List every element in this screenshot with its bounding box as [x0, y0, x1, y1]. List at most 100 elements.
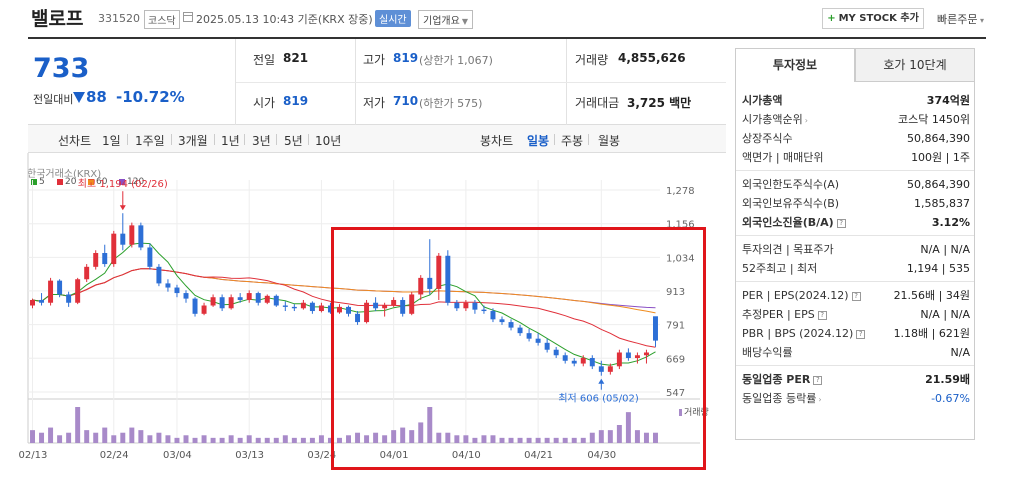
volume-bar — [544, 437, 550, 443]
quote-datetime: 2025.05.13 10:43 기준(KRX 장중) — [196, 13, 373, 26]
candle-body — [129, 225, 135, 245]
y-tick-label: 1,278 — [666, 186, 695, 197]
info-value: N/A | N/A — [920, 243, 970, 256]
volume-bar — [66, 432, 72, 443]
info-row: 52주최고 | 최저 1,194 | 535 — [742, 260, 970, 278]
volume-bar — [463, 435, 469, 443]
candle-body — [517, 327, 523, 334]
volume-bar — [210, 437, 216, 443]
info-value: 코스닥 1450위 — [898, 113, 970, 126]
candle-body — [373, 302, 379, 309]
volume-bar — [102, 427, 108, 443]
info-label-text: 동일업종 PER — [742, 373, 811, 386]
info-label: PBR | BPS (2024.12)? — [742, 325, 866, 343]
candle-body — [300, 302, 306, 309]
divider — [736, 235, 974, 236]
info-value: 21.59배 — [925, 373, 970, 386]
info-row: 외국인소진율(B/A)? 3.12% — [742, 214, 970, 232]
volume-bar — [273, 437, 279, 443]
volume-bar — [607, 430, 613, 443]
realtime-button[interactable]: 실시간 — [375, 10, 411, 27]
info-label: 투자의견 | 목표주가 — [742, 241, 834, 259]
help-icon[interactable]: ? — [817, 310, 827, 320]
candle-body — [111, 233, 117, 265]
candle-body — [562, 355, 568, 361]
volume-bar — [391, 430, 397, 443]
volume-bar — [237, 437, 243, 443]
volume-legend-swatch — [679, 409, 682, 416]
stock-header: 밸로프 331520 코스닥 2025.05.13 10:43 기준(KRX 장… — [0, 0, 1009, 39]
candle-body — [625, 352, 631, 359]
info-row: 동일업종 PER? 21.59배 — [742, 371, 970, 389]
info-label-text: 시가총액 — [742, 94, 783, 107]
divider — [214, 134, 215, 145]
prev-day-label: 전일대비 — [33, 93, 74, 106]
period-3y[interactable]: 3년 — [252, 134, 271, 148]
candle-body — [454, 302, 460, 309]
info-label: 액면가 | 매매단위 — [742, 149, 824, 167]
candle-daily[interactable]: 일봉 — [527, 134, 550, 148]
info-value: 50,864,390 — [907, 132, 970, 145]
volume-label: 거래량 — [684, 406, 709, 418]
period-10y[interactable]: 10년 — [315, 134, 342, 148]
volume-label: 거래량 — [575, 53, 609, 67]
volume-bar — [653, 432, 658, 443]
chevron-right-icon[interactable]: › — [818, 395, 822, 404]
period-1d[interactable]: 1일 — [102, 134, 121, 148]
stock-code: 331520 — [98, 12, 140, 25]
info-value: 50,864,390 — [907, 178, 970, 191]
quick-order-menu[interactable]: 빠른주문 ▾ — [937, 11, 984, 27]
period-1y[interactable]: 1년 — [221, 134, 240, 148]
volume-bar — [147, 435, 153, 443]
candle-body — [571, 360, 577, 364]
info-value: 1,194 | 535 — [906, 262, 970, 275]
low-price-label: 최저 606 (05/02) — [558, 393, 639, 405]
candle-body — [255, 293, 261, 303]
info-row: PBR | BPS (2024.12)? 1.18배 | 621원 — [742, 325, 970, 343]
info-label: 상장주식수 — [742, 130, 793, 148]
info-row: 동일업종 등락률 › -0.67% — [742, 390, 970, 408]
ma-legend-label: 60 — [96, 177, 108, 187]
period-5y[interactable]: 5년 — [284, 134, 303, 148]
candle-chart-label[interactable]: 봉차트 — [480, 134, 514, 148]
info-label-text: 배당수익률 — [742, 346, 793, 359]
info-value: 21.56배 | 34원 — [893, 289, 970, 302]
info-label: 추정PER | EPS? — [742, 306, 827, 324]
info-label-text: 투자의견 | 목표주가 — [742, 243, 834, 256]
volume-bar — [30, 430, 35, 443]
company-info-button[interactable]: 기업개요 ▼ — [418, 10, 473, 29]
candle-monthly[interactable]: 월봉 — [598, 134, 621, 148]
tab-invest-info[interactable]: 투자정보 — [735, 48, 855, 82]
x-tick-label: 03/13 — [235, 450, 264, 461]
info-row: 액면가 | 매매단위 100원 | 1주 — [742, 149, 970, 167]
tab-order-book[interactable]: 호가 10단계 — [855, 48, 975, 82]
volume-bar — [165, 435, 171, 443]
volume-bar — [598, 430, 604, 443]
volume-bar — [291, 437, 297, 443]
period-1w[interactable]: 1주일 — [135, 134, 165, 148]
volume-bar — [346, 435, 351, 443]
candle-body — [535, 338, 541, 343]
mystock-add-button[interactable]: + MY STOCK 추가 — [822, 8, 924, 29]
divider — [736, 170, 974, 171]
volume-bar — [427, 407, 433, 443]
y-tick-label: 1,156 — [666, 220, 695, 231]
info-value: 374억원 — [926, 94, 970, 107]
help-icon[interactable]: ? — [856, 329, 866, 339]
chevron-right-icon[interactable]: › — [804, 116, 808, 125]
upper-limit: (상한가 1,067) — [419, 54, 493, 67]
line-chart-label[interactable]: 선차트 — [58, 134, 92, 148]
candle-body — [219, 297, 225, 309]
candle-body — [409, 294, 415, 314]
candle-body — [57, 280, 63, 295]
amount-label: 거래대금 — [575, 96, 620, 110]
help-icon[interactable]: ? — [836, 218, 846, 228]
period-3m[interactable]: 3개월 — [178, 134, 208, 148]
candle-body — [201, 305, 207, 314]
help-icon[interactable]: ? — [851, 291, 861, 301]
candle-weekly[interactable]: 주봉 — [561, 134, 584, 148]
candle-body — [210, 297, 216, 306]
help-icon[interactable]: ? — [813, 375, 823, 385]
current-price: 733 — [33, 53, 90, 84]
candle-body — [436, 255, 442, 289]
